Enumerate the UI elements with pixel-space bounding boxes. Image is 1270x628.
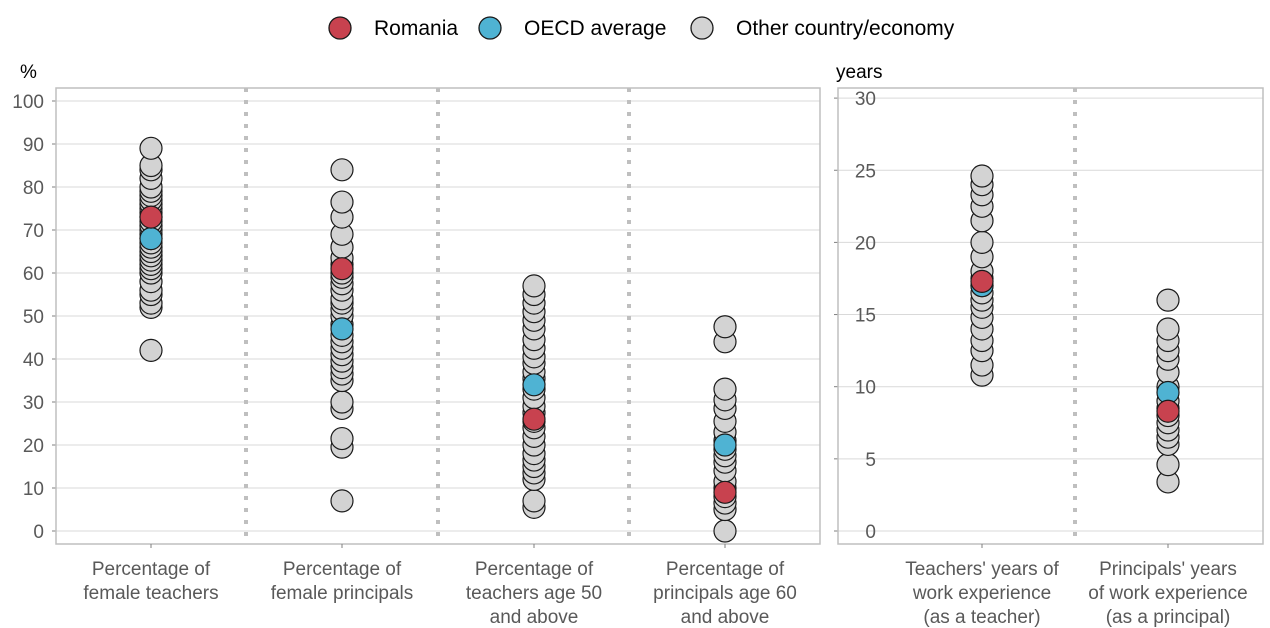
point-romania xyxy=(1156,399,1180,423)
legend-marker-romania xyxy=(328,16,352,40)
point-other-country xyxy=(713,315,737,339)
point-oecd xyxy=(330,317,354,341)
y-tick-label: 25 xyxy=(855,161,876,182)
point-oecd xyxy=(713,433,737,457)
x-category-label: Percentage of principals age 60 and above xyxy=(653,559,797,628)
legend-marker-other xyxy=(690,16,714,40)
point-other-country xyxy=(970,230,994,254)
legend-label-romania: Romania xyxy=(374,17,458,40)
panel-frame xyxy=(55,87,821,545)
point-other-country xyxy=(139,338,163,362)
point-other-country xyxy=(330,158,354,182)
point-other-country xyxy=(330,190,354,214)
legend-marker-oecd xyxy=(478,16,502,40)
legend-label-oecd: OECD average xyxy=(524,17,666,40)
y-tick-label: 10 xyxy=(855,378,876,399)
point-other-country xyxy=(713,377,737,401)
point-other-country xyxy=(330,390,354,414)
panel-years: 0 5 10 15 20 25 30 years Teachers' years of work … xyxy=(834,62,1264,628)
point-other-country xyxy=(713,519,737,543)
point-romania xyxy=(522,407,546,431)
x-category-label: Percentage of female principals xyxy=(271,559,414,604)
x-category-label: Principals' years of work experience (as a… xyxy=(1088,559,1247,628)
legend-label-other: Other country/economy xyxy=(736,17,955,40)
point-other-country xyxy=(522,274,546,298)
point-romania xyxy=(970,269,994,293)
y-tick-label: 50 xyxy=(23,307,44,328)
point-other-country xyxy=(139,136,163,160)
y-unit-label: years xyxy=(836,62,882,83)
y-tick-label: 20 xyxy=(23,436,44,457)
legend: Romania OECD average Other country/econo… xyxy=(328,16,955,40)
x-category-label: Teachers' years of work experience (as a t… xyxy=(905,559,1059,628)
y-tick-label: 60 xyxy=(23,264,44,285)
y-unit-label: % xyxy=(20,62,37,83)
y-tick-label: 0 xyxy=(33,522,44,543)
point-romania xyxy=(139,205,163,229)
point-oecd xyxy=(139,227,163,251)
y-tick-label: 30 xyxy=(23,393,44,414)
y-tick-label: 0 xyxy=(865,522,876,543)
x-category-label: Percentage of teachers age 50 and above xyxy=(466,559,602,628)
y-tick-label: 70 xyxy=(23,221,44,242)
point-other-country xyxy=(522,489,546,513)
y-tick-label: 80 xyxy=(23,178,44,199)
x-category-label: Percentage of female teachers xyxy=(83,559,218,604)
y-tick-label: 90 xyxy=(23,135,44,156)
point-other-country xyxy=(1156,317,1180,341)
point-oecd xyxy=(522,373,546,397)
panel-frame xyxy=(837,87,1264,545)
y-tick-label: 15 xyxy=(855,306,876,327)
point-other-country xyxy=(1156,453,1180,477)
y-tick-label: 20 xyxy=(855,233,876,254)
point-other-country xyxy=(970,164,994,188)
panel-percentages: 0 10 20 30 40 50 60 70 80 90 100% Percentage of fema… xyxy=(12,62,821,628)
y-tick-label: 40 xyxy=(23,350,44,371)
y-tick-label: 5 xyxy=(865,450,876,471)
point-other-country xyxy=(330,489,354,513)
point-romania xyxy=(330,257,354,281)
point-other-country xyxy=(1156,288,1180,312)
point-romania xyxy=(713,480,737,504)
y-tick-label: 30 xyxy=(855,89,876,110)
point-other-country xyxy=(330,426,354,451)
y-tick-label: 10 xyxy=(23,479,44,500)
y-tick-label: 100 xyxy=(12,92,44,113)
